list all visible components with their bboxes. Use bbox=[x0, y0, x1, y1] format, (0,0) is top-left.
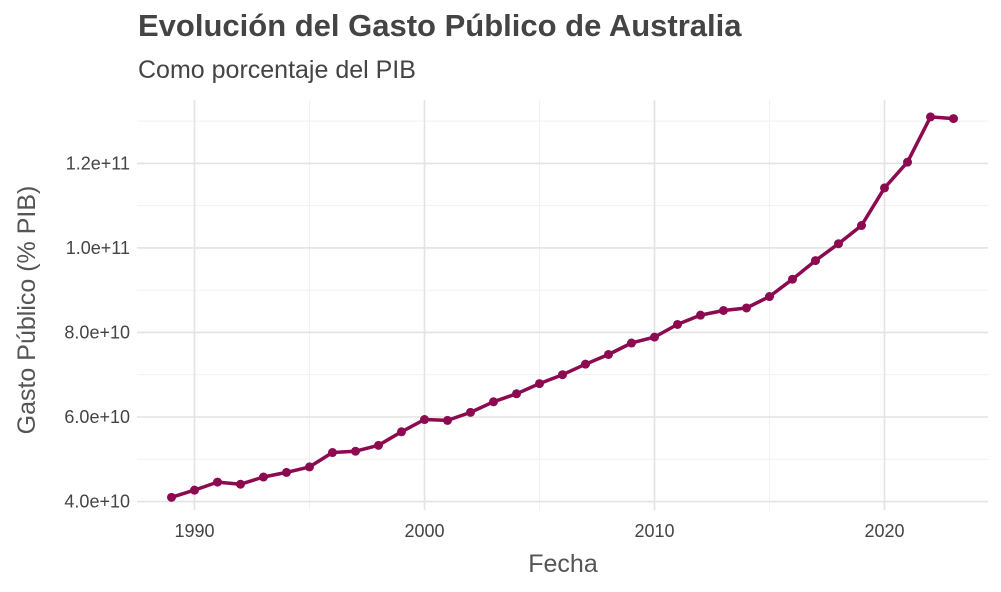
x-axis-title: Fecha bbox=[528, 550, 598, 578]
data-point bbox=[535, 379, 544, 389]
data-point bbox=[236, 479, 245, 489]
data-point bbox=[397, 427, 406, 437]
data-point bbox=[949, 114, 958, 124]
data-point bbox=[742, 303, 751, 313]
data-point bbox=[811, 256, 820, 266]
data-point bbox=[627, 338, 636, 348]
chart-title: Evolución del Gasto Público de Australia bbox=[138, 8, 742, 43]
data-point bbox=[512, 389, 521, 399]
data-point bbox=[420, 415, 429, 425]
data-point bbox=[167, 492, 176, 502]
data-point bbox=[765, 292, 774, 302]
data-point bbox=[581, 359, 590, 369]
data-point bbox=[374, 440, 383, 450]
x-tick-label: 2020 bbox=[864, 521, 904, 541]
data-point bbox=[351, 446, 360, 456]
data-point bbox=[857, 221, 866, 231]
y-tick-label: 4.0e+10 bbox=[64, 492, 130, 512]
data-point bbox=[443, 415, 452, 425]
data-point bbox=[328, 448, 337, 458]
data-point bbox=[719, 305, 728, 315]
y-tick-label: 1.0e+11 bbox=[66, 238, 130, 258]
tick-labels: 1990 2000 2010 2020 4.0e+10 6.0e+10 8.0e+10 1.0… bbox=[64, 153, 904, 541]
data-point bbox=[259, 472, 268, 482]
grid bbox=[137, 100, 988, 510]
y-tick-label: 1.2e+11 bbox=[66, 153, 130, 173]
data-point bbox=[834, 239, 843, 249]
y-tick-label: 6.0e+10 bbox=[64, 407, 130, 427]
data-point bbox=[650, 332, 659, 342]
y-tick-label: 8.0e+10 bbox=[64, 322, 130, 342]
data-point bbox=[190, 485, 199, 495]
data-point bbox=[673, 319, 682, 329]
x-tick-label: 2010 bbox=[634, 521, 674, 541]
series bbox=[167, 112, 958, 502]
data-point bbox=[213, 477, 222, 487]
series-line bbox=[169, 115, 956, 500]
data-point bbox=[466, 407, 475, 417]
y-axis-title: Gasto Público (% PIB) bbox=[13, 186, 41, 435]
data-point bbox=[489, 397, 498, 407]
data-point bbox=[880, 183, 889, 193]
data-point bbox=[696, 310, 705, 320]
data-point bbox=[788, 274, 797, 284]
data-point bbox=[558, 370, 567, 380]
x-tick-label: 1990 bbox=[174, 521, 214, 541]
chart-subtitle: Como porcentaje del PIB bbox=[138, 56, 416, 84]
data-point bbox=[926, 112, 935, 122]
data-point bbox=[282, 467, 291, 477]
data-point bbox=[604, 349, 613, 359]
data-point bbox=[903, 157, 912, 167]
data-point bbox=[305, 462, 314, 472]
x-tick-label: 2000 bbox=[404, 521, 444, 541]
